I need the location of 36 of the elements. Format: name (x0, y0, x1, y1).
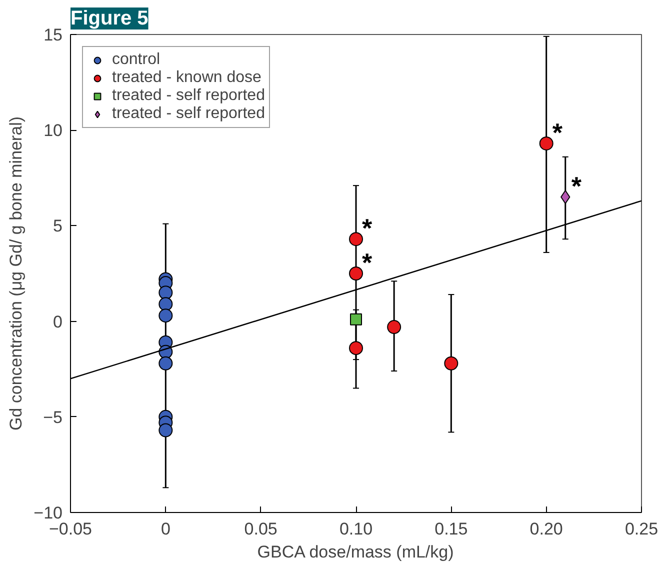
x-tick-label: −0.05 (48, 520, 92, 538)
point (349, 232, 363, 246)
annotation: * (552, 117, 564, 148)
point (387, 320, 402, 334)
point (349, 266, 363, 280)
y-axis-title: Gd concentration (μg Gd/ g bone mineral) (6, 116, 26, 431)
legend-label: treated - self reported (112, 87, 265, 105)
x-tick-label: 0.05 (244, 520, 278, 538)
x-tick-label: 0.10 (339, 520, 373, 538)
point (350, 313, 362, 326)
point (539, 136, 554, 150)
legend-label: treated - self reported (112, 105, 265, 123)
y-tick-label: 0 (53, 312, 63, 332)
point (158, 286, 173, 300)
y-tick-label: −10 (34, 504, 63, 522)
x-axis-title: GBCA dose/mass (mL/kg) (257, 542, 454, 562)
annotation: * (571, 171, 582, 202)
annotation: * (362, 213, 373, 244)
x-tick-label: 0 (160, 520, 170, 538)
x-tick-label: 0.15 (434, 520, 468, 538)
y-tick-label: 15 (44, 26, 63, 44)
chart-title: Figure 5 (70, 8, 148, 30)
annotation: * (362, 248, 373, 278)
y-tick-label: 5 (53, 216, 63, 236)
y-tick-label: −5 (43, 408, 63, 427)
y-tick-label: 10 (44, 121, 63, 140)
x-tick-label: 0.20 (530, 520, 563, 538)
legend-label: treated - known dose (112, 69, 262, 87)
point (444, 356, 458, 370)
x-tick-label: 0.25 (624, 520, 658, 538)
point (158, 356, 173, 370)
point (158, 308, 173, 323)
point (349, 341, 363, 356)
legend-label: control (112, 51, 160, 69)
point (158, 423, 173, 438)
point (158, 297, 173, 312)
